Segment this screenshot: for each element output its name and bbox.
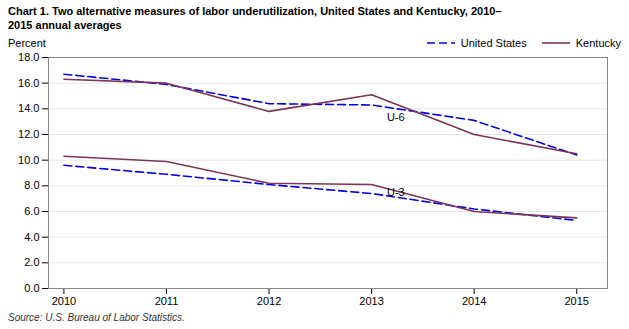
svg-text:18.0: 18.0 (18, 51, 39, 63)
svg-text:2015: 2015 (564, 295, 588, 307)
svg-text:6.0: 6.0 (24, 205, 39, 217)
svg-text:4.0: 4.0 (24, 230, 39, 242)
svg-text:2010: 2010 (52, 295, 76, 307)
svg-text:2011: 2011 (155, 295, 179, 307)
html-text:Percent: Percent (8, 36, 46, 49)
svg-text:2014: 2014 (462, 295, 486, 307)
html-text:United States: United States (460, 36, 527, 49)
svg-text:2012: 2012 (257, 295, 281, 307)
svg-text:U-3: U-3 (387, 186, 405, 198)
svg-text:U-6: U-6 (387, 111, 405, 123)
svg-text:10.0: 10.0 (18, 153, 39, 165)
svg-text:0.0: 0.0 (24, 282, 39, 294)
svg-text:16.0: 16.0 (18, 76, 39, 88)
svg-text:2013: 2013 (359, 295, 383, 307)
svg-text:14.0: 14.0 (18, 102, 39, 114)
html-text:Kentucky: Kentucky (575, 36, 621, 49)
html-text:Source: U.S. Bureau of Labor S: Source: U.S. Bureau of Labor Statistics. (8, 311, 185, 323)
svg-text:8.0: 8.0 (24, 179, 39, 191)
svg-text:12.0: 12.0 (18, 128, 39, 140)
svg-text:2.0: 2.0 (24, 256, 39, 268)
html-text:Chart 1. Two alternative measu: Chart 1. Two alternative measures of lab… (8, 5, 502, 32)
